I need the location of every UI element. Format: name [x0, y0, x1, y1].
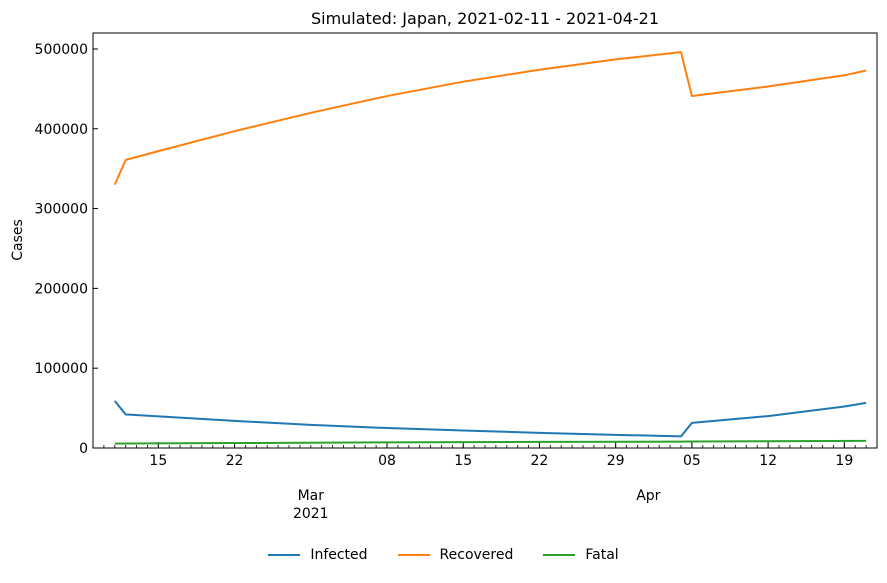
legend-label: Recovered: [439, 547, 514, 563]
y-tick-label: 300000: [35, 202, 88, 218]
legend-label: Fatal: [585, 547, 619, 563]
y-tick-label: 200000: [35, 281, 88, 297]
plot-area: 0 100000 200000 300000 400000 500000 15 22 08 15 2…: [35, 42, 878, 522]
x-month-label: Mar: [298, 488, 325, 504]
y-tick-label: 0: [79, 441, 88, 457]
x-tick-label: 29: [607, 453, 625, 469]
y-axis-label: Cases: [10, 219, 26, 261]
x-tick-label: 05: [683, 453, 701, 469]
series-line-fatal: [114, 439, 867, 445]
legend-swatch: [543, 554, 576, 556]
x-tick-label: 12: [759, 453, 777, 469]
x-tick-label: 22: [531, 453, 549, 469]
legend-item-fatal: Fatal: [543, 547, 619, 563]
plot-frame: [92, 32, 878, 449]
legend: Infected Recovered Fatal: [0, 547, 887, 563]
y-tick-label: 500000: [35, 42, 88, 58]
x-tick-label: 22: [226, 453, 244, 469]
legend-item-recovered: Recovered: [397, 547, 514, 563]
x-tick-label: 15: [454, 453, 472, 469]
legend-swatch: [268, 554, 301, 556]
series-line-infected: [114, 400, 867, 438]
legend-item-infected: Infected: [268, 547, 368, 563]
legend-swatch: [397, 554, 430, 556]
x-tick-label: 19: [835, 453, 853, 469]
y-tick-label: 100000: [35, 361, 88, 377]
legend-label: Infected: [310, 547, 368, 563]
x-tick-label: 08: [378, 453, 396, 469]
x-tick-label: 15: [149, 453, 167, 469]
y-tick-label: 400000: [35, 122, 88, 138]
x-year-label: 2021: [293, 506, 329, 522]
x-month-label: Apr: [636, 488, 660, 504]
series-line-recovered: [113, 51, 867, 186]
chart-title: Simulated: Japan, 2021-02-11 - 2021-04-2…: [311, 9, 659, 28]
